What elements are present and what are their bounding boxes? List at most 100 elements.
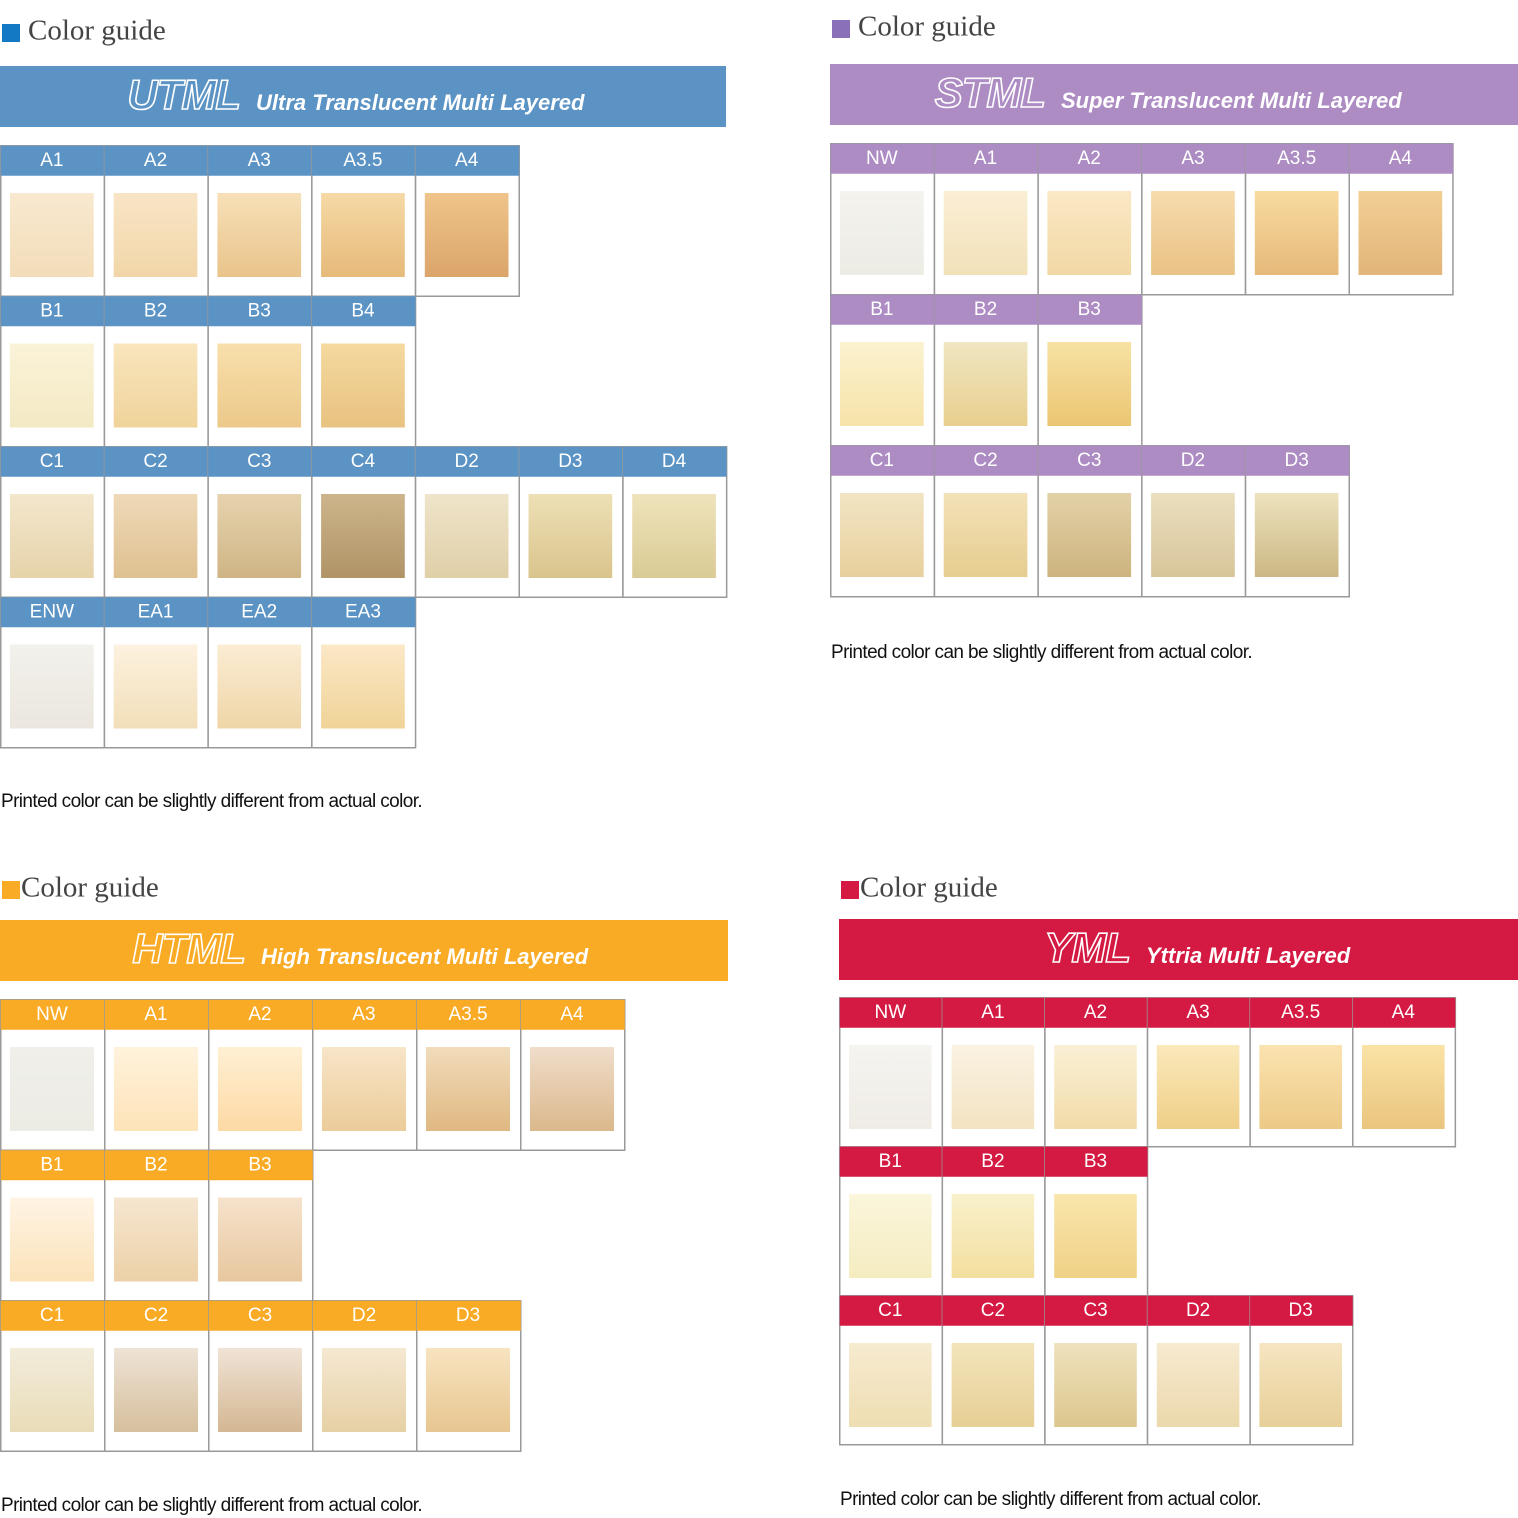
shade-cell: B1 [0, 295, 106, 448]
shade-cell: A3.5 [1244, 143, 1351, 296]
panel: Color guide HTML High Translucent Multi La… [0, 872, 728, 1516]
cell-header [415, 446, 520, 477]
shade-swatch [1054, 1045, 1137, 1129]
shade-name: EA2 [241, 602, 277, 623]
shade-cell: D3 [1244, 445, 1351, 598]
shade-swatch [10, 644, 94, 729]
shade-name: B1 [870, 299, 893, 320]
heading-marker [2, 881, 20, 899]
shade-name: B2 [144, 1155, 167, 1176]
shade-cell: C2 [103, 446, 209, 598]
shade-cell: A4 [1348, 143, 1454, 296]
heading-marker [841, 881, 859, 899]
cell-header [416, 1300, 521, 1331]
cell-header [311, 597, 416, 628]
note: Printed color can be slightly different … [840, 1489, 1261, 1510]
cell-header [104, 597, 209, 628]
cell-header [104, 999, 209, 1030]
cell-header [208, 597, 312, 628]
shade-cell: A4 [520, 999, 626, 1151]
shade-name: C2 [973, 450, 997, 471]
shade-swatch [10, 1197, 94, 1282]
shade-swatch [113, 343, 198, 428]
shade-name: C3 [1077, 450, 1101, 471]
cell-header [0, 1150, 105, 1181]
shade-swatch [840, 493, 924, 577]
shade-cell: C1 [830, 445, 936, 598]
shade-name: C1 [870, 450, 894, 471]
cell-header [520, 999, 625, 1030]
heading: Color guide [858, 11, 996, 43]
cell-header [208, 1150, 313, 1181]
shade-name: A1 [144, 1004, 167, 1025]
cell-header [1038, 294, 1142, 325]
shade-swatch [632, 494, 716, 578]
shade-name: A3 [1181, 148, 1204, 169]
cell-header [0, 597, 105, 628]
cell-header [208, 1300, 313, 1331]
shade-cell: A3.5 [311, 145, 417, 297]
heading-marker [832, 20, 850, 38]
cell-header [1038, 143, 1142, 174]
shade-name: A3 [248, 150, 271, 171]
shade-name: C4 [351, 451, 376, 472]
banner-name: Super Translucent Multi Layered [1061, 88, 1402, 113]
banner-name: Yttria Multi Layered [1146, 943, 1351, 968]
cell-header [1044, 1146, 1148, 1177]
shade-cell: C3 [1037, 445, 1143, 598]
shade-name: EA1 [138, 602, 174, 623]
shade-cell: B1 [839, 1146, 944, 1297]
shade-cell: C1 [0, 1300, 106, 1452]
shade-cell: B2 [941, 1146, 1046, 1297]
shade-cell: NW [0, 999, 106, 1151]
shade-name: A3.5 [1281, 1002, 1320, 1023]
shade-cell: ENW [0, 596, 106, 749]
cell-header [934, 445, 1039, 476]
shade-swatch [217, 494, 302, 578]
cell-header [416, 999, 521, 1030]
cell-header [942, 1146, 1045, 1177]
shade-name: A3.5 [448, 1004, 487, 1025]
shade-name: A4 [455, 150, 479, 171]
shade-swatch [113, 193, 198, 277]
shade-swatch [321, 343, 405, 428]
shade-name: C1 [40, 451, 64, 472]
shade-swatch [849, 1343, 932, 1427]
shade-cell: A3 [207, 145, 313, 297]
shade-cell: A1 [104, 999, 210, 1151]
cell-header [1141, 143, 1246, 174]
shade-swatch [849, 1194, 932, 1278]
shade-swatch [321, 644, 405, 729]
cell-header [1245, 445, 1350, 476]
shade-swatch [1151, 191, 1235, 275]
shade-cell: A1 [941, 997, 1046, 1148]
shade-swatch [10, 494, 94, 578]
shade-swatch [1259, 1045, 1342, 1129]
cell-header [0, 446, 105, 477]
banner [0, 920, 728, 981]
cell-header [0, 1300, 105, 1331]
shade-cell: D2 [312, 1300, 418, 1452]
shade-swatch [840, 342, 924, 426]
shade-name: D2 [455, 451, 479, 472]
shade-name: B1 [40, 301, 63, 322]
cell-header [830, 143, 935, 174]
shade-swatch [114, 1047, 198, 1131]
shade-swatch [218, 1348, 302, 1432]
shade-swatch [1151, 493, 1235, 577]
cell-header [934, 143, 1039, 174]
shade-swatch [840, 191, 924, 275]
shade-cell: A2 [103, 145, 209, 297]
shade-swatch [943, 191, 1028, 275]
shade-cell: C3 [1044, 1295, 1149, 1446]
shade-name: D3 [558, 451, 582, 472]
shade-swatch [10, 1348, 94, 1432]
shade-name: EA3 [345, 602, 381, 623]
shade-name: B3 [248, 301, 271, 322]
cell-header [208, 999, 313, 1030]
shade-name: A3.5 [1277, 148, 1316, 169]
cell-header [622, 446, 727, 477]
shade-cell: EA3 [311, 596, 417, 749]
cell-header [839, 1146, 943, 1177]
shade-swatch [1358, 191, 1443, 275]
